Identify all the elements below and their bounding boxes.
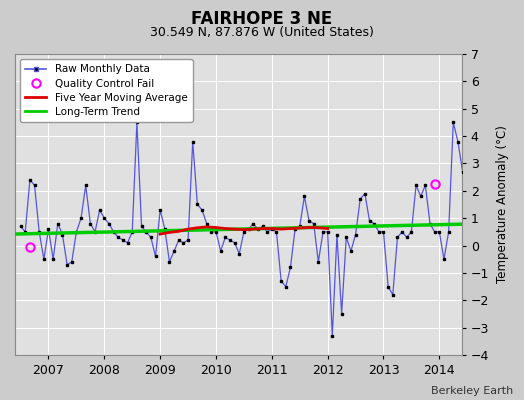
Legend: Raw Monthly Data, Quality Control Fail, Five Year Moving Average, Long-Term Tren: Raw Monthly Data, Quality Control Fail, … — [20, 59, 192, 122]
Text: 30.549 N, 87.876 W (United States): 30.549 N, 87.876 W (United States) — [150, 26, 374, 39]
Text: FAIRHOPE 3 NE: FAIRHOPE 3 NE — [191, 10, 333, 28]
Y-axis label: Temperature Anomaly (°C): Temperature Anomaly (°C) — [496, 126, 509, 284]
Text: Berkeley Earth: Berkeley Earth — [431, 386, 514, 396]
